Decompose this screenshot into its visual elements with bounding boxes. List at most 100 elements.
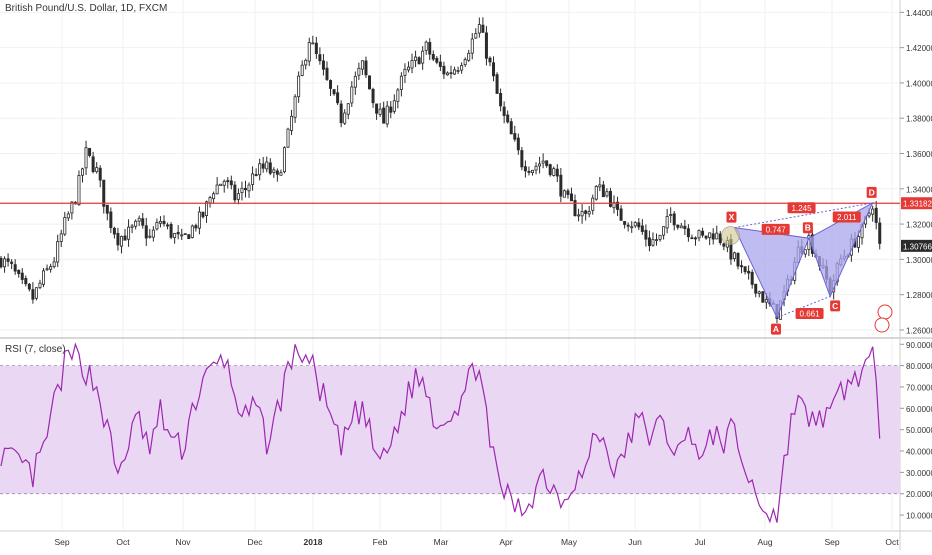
event-flag-icon[interactable]: [874, 317, 890, 333]
time-axis-label: May: [561, 537, 578, 547]
pattern-point-c-label: C: [832, 301, 838, 311]
candle-down: [878, 222, 882, 244]
time-axis-label: Dec: [247, 537, 263, 547]
candle-up: [477, 24, 481, 34]
candle-down: [24, 278, 28, 285]
candle-down: [584, 210, 588, 214]
resistance-price-label: 1.33182: [903, 200, 932, 209]
rsi-series-line: [0, 342, 881, 524]
candle-down: [704, 235, 708, 239]
candle-up: [732, 252, 736, 259]
candle-up: [538, 163, 542, 167]
candle-up: [871, 208, 875, 215]
candle-up: [52, 261, 56, 267]
candle-up: [414, 56, 418, 61]
candle-down: [619, 208, 623, 221]
candle-up: [453, 69, 457, 75]
candle-up: [265, 161, 269, 170]
candle-down: [623, 221, 627, 225]
candle-down: [492, 62, 496, 77]
time-axis-label: Sep: [824, 537, 839, 547]
candle-up: [290, 115, 294, 131]
candle-down: [502, 106, 506, 116]
pattern-point-b-label: B: [805, 223, 811, 233]
candle-down: [169, 224, 173, 238]
candle-down: [516, 137, 520, 151]
candle-down: [102, 179, 106, 207]
candle-up: [197, 211, 201, 229]
candle-up: [424, 41, 428, 51]
time-axis-label: Oct: [885, 537, 899, 547]
candle-down: [105, 204, 109, 214]
time-axis-label: Nov: [175, 537, 191, 547]
candle-down: [693, 237, 697, 240]
time-axis-label: Apr: [499, 537, 512, 547]
candle-up: [137, 217, 141, 222]
candle-down: [0, 257, 3, 268]
candle-down: [233, 184, 237, 201]
candle-up: [286, 128, 290, 148]
candle-up: [534, 165, 538, 171]
time-axis-label: Oct: [116, 537, 130, 547]
candle-up: [293, 96, 297, 118]
rsi-tick-label: 10.0000: [906, 512, 932, 521]
pattern-triangle-xab: [733, 226, 810, 319]
candle-down: [91, 156, 95, 173]
candle-down: [438, 61, 442, 67]
price-tick-label: 1.34000: [906, 185, 932, 194]
candle-down: [187, 234, 191, 240]
rsi-tick-label: 80.0000: [906, 362, 932, 371]
event-flag-icon[interactable]: [877, 304, 893, 320]
candle-down: [88, 147, 92, 156]
candle-down: [98, 167, 102, 181]
candle-up: [77, 175, 81, 206]
candle-down: [314, 42, 318, 55]
rsi-tick-label: 60.0000: [906, 405, 932, 414]
candle-down: [722, 243, 726, 247]
pattern-ratio-label: 0.661: [800, 310, 821, 319]
price-tick-label: 1.30000: [906, 256, 932, 265]
candle-up: [421, 50, 425, 64]
candle-up: [406, 66, 410, 71]
pattern-ratio-tag: [761, 223, 790, 235]
candle-down: [20, 272, 24, 280]
candle-down: [488, 57, 492, 63]
candle-down: [10, 261, 14, 264]
price-tick-label: 1.38000: [906, 115, 932, 124]
candle-up: [222, 180, 226, 186]
candle-down: [754, 283, 758, 294]
candle-up: [530, 169, 534, 174]
candle-up: [130, 225, 134, 228]
candle-down: [428, 42, 432, 55]
candle-up: [378, 108, 382, 115]
pattern-point-tag: [866, 186, 877, 198]
candle-up: [630, 226, 634, 229]
candle-down: [683, 225, 687, 229]
candle-down: [637, 222, 641, 228]
candle-up: [587, 211, 591, 215]
candle-down: [686, 228, 690, 238]
candle-down: [718, 233, 722, 244]
candle-down: [701, 230, 705, 236]
candle-up: [410, 60, 414, 69]
pattern-marker: [721, 226, 740, 245]
time-axis-label: Jul: [695, 537, 706, 547]
candle-up: [562, 190, 566, 198]
price-tick-label: 1.44000: [906, 9, 932, 18]
candle-down: [747, 270, 751, 274]
candle-down: [449, 72, 453, 75]
candle-down: [254, 174, 258, 176]
time-axis-label: Aug: [757, 537, 772, 547]
candle-down: [166, 224, 170, 227]
candle-down: [382, 107, 386, 124]
candle-up: [158, 220, 162, 224]
rsi-legend: RSI (7, close): [5, 344, 66, 355]
candle-down: [743, 266, 747, 273]
candle-down: [339, 103, 343, 124]
candle-down: [566, 190, 570, 195]
resistance-price-tag: [901, 197, 932, 210]
candle-up: [59, 233, 63, 242]
candle-down: [527, 170, 531, 173]
